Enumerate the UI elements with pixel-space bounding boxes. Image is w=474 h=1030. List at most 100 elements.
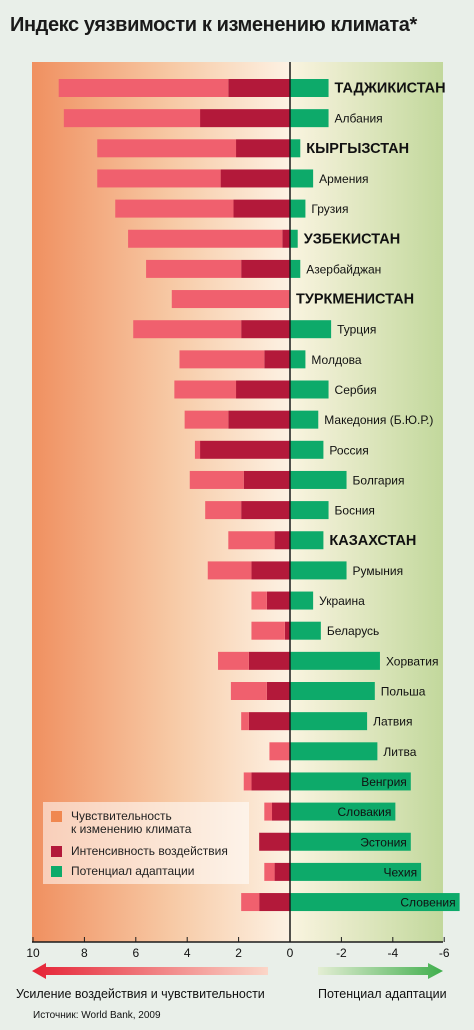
page-title: Индекс уязвимости к изменению климата*: [10, 14, 417, 36]
bar-exposure: [259, 832, 290, 851]
right-arrow-icon: [318, 963, 443, 979]
bar-exposure: [248, 651, 290, 670]
bar-exposure: [243, 470, 290, 489]
bar-exposure: [266, 591, 290, 610]
legend-label-exposure: Интенсивность воздействия: [71, 844, 228, 858]
labels-layer: ТАДЖИКИСТАН Албания КЫРГЫЗСТАН Армения Грузи…: [296, 81, 456, 910]
bar-sensitivity: [241, 893, 260, 912]
bar-exposure: [220, 169, 290, 188]
bar-exposure: [236, 139, 290, 158]
bar-sensitivity: [58, 79, 229, 97]
x-tick-label: 2: [235, 946, 242, 960]
bar-adaptation: [290, 410, 319, 429]
bar-exposure: [248, 712, 290, 731]
bar-sensitivity: [230, 682, 267, 700]
bar-sensitivity: [189, 470, 244, 489]
bar-sensitivity: [269, 742, 290, 761]
left-arrow-icon: [32, 963, 268, 979]
bar-adaptation: [290, 682, 375, 700]
bar-sensitivity: [97, 139, 237, 158]
bar-adaptation: [290, 229, 298, 248]
bar-exposure: [274, 862, 290, 881]
source-note: Источник: World Bank, 2009: [33, 1010, 161, 1021]
category-label: УЗБЕКИСТАН: [304, 231, 400, 247]
bar-exposure: [264, 350, 290, 369]
bar-adaptation: [290, 832, 411, 851]
bar-sensitivity: [97, 169, 221, 188]
x-tick-label: 10: [26, 946, 40, 960]
bar-adaptation: [290, 109, 329, 128]
bar-sensitivity: [171, 290, 290, 309]
category-label: Азербайджан: [306, 262, 381, 276]
legend: Чувствительность к изменению климата Инт…: [43, 802, 249, 884]
bar-adaptation: [290, 862, 422, 881]
category-label: Молдова: [311, 353, 361, 367]
category-label: Македония (Б.Ю.Р.): [324, 413, 433, 427]
x-tick-label: 6: [132, 946, 139, 960]
legend-label-sensitivity: Чувствительность к изменению климата: [71, 809, 192, 836]
bar-exposure: [266, 682, 290, 700]
bar-exposure: [228, 410, 290, 429]
bar-adaptation: [290, 169, 314, 188]
bar-sensitivity: [63, 109, 201, 128]
category-label: Словакия: [338, 805, 392, 819]
bar-sensitivity: [228, 531, 275, 550]
bar-adaptation: [290, 742, 378, 761]
bar-exposure: [236, 380, 290, 399]
category-label: Босния: [335, 504, 375, 518]
category-label: КАЗАХСТАН: [329, 533, 416, 549]
bar-adaptation: [290, 79, 329, 97]
bar-sensitivity: [251, 591, 267, 610]
bar-sensitivity: [179, 350, 265, 369]
bar-adaptation: [290, 802, 396, 821]
bar-adaptation: [290, 501, 329, 520]
legend-swatch-adaptation: [51, 866, 62, 877]
bar-adaptation: [290, 139, 301, 158]
x-tick-label: -4: [387, 946, 398, 960]
legend-swatch-sensitivity: [51, 811, 62, 822]
category-label: Чехия: [383, 865, 417, 879]
category-label: Литва: [383, 745, 416, 759]
bar-adaptation: [290, 350, 306, 369]
category-label: Армения: [319, 172, 368, 186]
bars-layer: [58, 79, 460, 912]
left-caption: Усиление воздействия и чувствительности: [16, 987, 265, 1001]
category-label: Эстония: [360, 835, 407, 849]
category-label: Венгрия: [361, 775, 407, 789]
category-label: Словения: [400, 896, 455, 910]
category-label: Украина: [319, 594, 365, 608]
bar-sensitivity: [207, 561, 252, 580]
bar-sensitivity: [218, 651, 249, 670]
category-label: Болгария: [353, 473, 405, 487]
bar-sensitivity: [146, 259, 242, 278]
bar-sensitivity: [128, 229, 283, 248]
bar-adaptation: [290, 893, 460, 912]
bar-exposure: [233, 199, 290, 218]
category-label: Польша: [381, 685, 426, 699]
category-label: Румыния: [353, 564, 404, 578]
bar-exposure: [200, 440, 290, 459]
chart: ТАДЖИКИСТАН Албания КЫРГЫЗСТАН Армения Грузи…: [26, 62, 460, 979]
bar-adaptation: [290, 380, 329, 399]
x-tick-label: 0: [287, 946, 294, 960]
bar-adaptation: [290, 591, 314, 610]
bar-sensitivity: [251, 621, 285, 640]
legend-label-adaptation: Потенциал адаптации: [71, 864, 195, 878]
bar-adaptation: [290, 621, 321, 640]
bar-sensitivity: [194, 440, 201, 459]
bar-exposure: [241, 501, 290, 520]
category-label: КЫРГЫЗСТАН: [306, 141, 409, 157]
category-label: ТУРКМЕНИСТАН: [296, 292, 414, 308]
bar-exposure: [241, 259, 290, 278]
category-label: ТАДЖИКИСТАН: [335, 81, 446, 97]
bar-exposure: [259, 893, 290, 912]
bar-adaptation: [290, 440, 324, 459]
bar-adaptation: [290, 259, 301, 278]
category-label: Хорватия: [386, 654, 439, 668]
category-label: Латвия: [373, 715, 412, 729]
right-caption: Потенциал адаптации: [318, 987, 447, 1001]
bar-exposure: [228, 79, 290, 97]
bar-exposure: [251, 772, 290, 791]
bar-sensitivity: [205, 501, 242, 520]
bar-sensitivity: [264, 802, 273, 821]
